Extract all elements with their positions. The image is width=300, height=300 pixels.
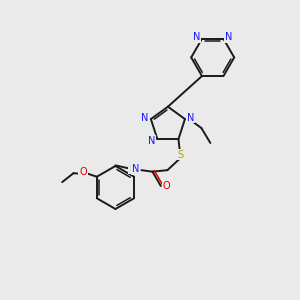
Text: N: N [187,112,195,123]
Text: S: S [177,150,183,160]
Text: H: H [129,164,135,173]
Text: N: N [225,32,232,42]
Text: N: N [148,136,155,146]
Text: N: N [193,32,200,42]
Text: O: O [163,181,171,191]
Text: O: O [79,167,87,177]
Text: N: N [141,112,148,123]
Text: N: N [132,164,139,174]
